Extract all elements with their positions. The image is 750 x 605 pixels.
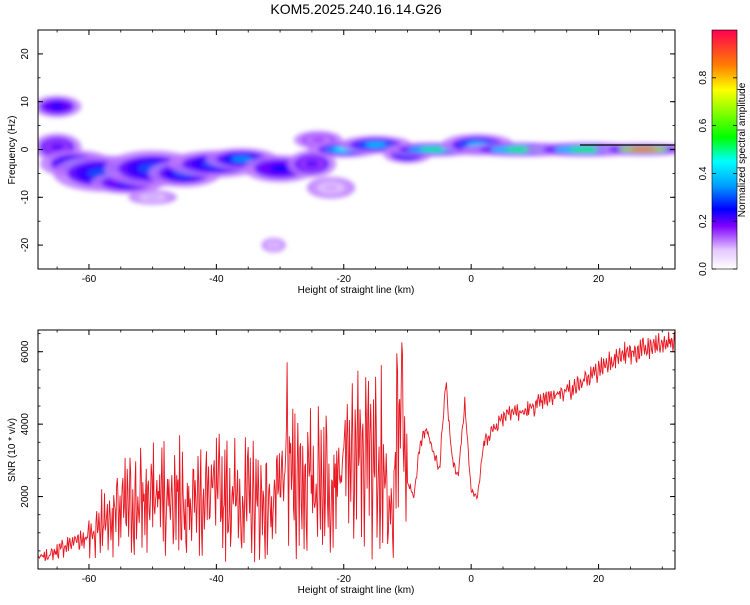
spectrogram-blob-level [269,164,291,173]
x-tick-label: -40 [209,574,224,585]
spectrogram-blob-level [629,147,658,152]
spectrogram-blob-level [50,103,65,110]
spectrogram-x-ticks: -60 -40 -20 0 20 [56,30,663,285]
snr-background [38,330,675,569]
spectrogram-blob-level [231,155,253,163]
spectrogram-x-label: Height of straight line (km) [298,285,415,296]
x-tick-label: 20 [593,274,605,285]
colorbar-tick-label: 0.4 [698,166,709,180]
y-tick-label: -20 [20,237,31,252]
spectrogram-y-ticks: -20 -10 0 10 20 [20,29,675,270]
colorbar-tick-label: 0.2 [698,214,709,228]
x-tick-label: -20 [337,574,352,585]
snr-frame [37,329,676,570]
snr-y-label: SNR (10 * v/v) [7,418,18,482]
colorbar-tick-label: 0.8 [698,70,709,84]
x-tick-label: -60 [82,274,97,285]
spectrogram-blob [287,150,337,178]
spectrogram-blob-level [365,142,387,148]
y-tick-label: 20 [20,48,31,60]
y-tick-label: -10 [20,190,31,205]
colorbar-tick-label: 0.6 [698,118,709,132]
colorbar-ticks: 0.0 0.2 0.4 0.6 0.8 [698,70,737,276]
spectrogram-blob [38,95,82,118]
spectrogram-blob [261,237,286,253]
spectrogram-blob [594,143,675,156]
snr-y-ticks: 2000 4000 6000 [20,333,675,570]
spectrogram-blob-level [270,242,278,248]
y-tick-label: 4000 [20,413,31,436]
chart-title: KOM5.2025.240.16.14.G26 [270,1,441,17]
x-tick-label: -60 [82,574,97,585]
y-tick-label: 6000 [20,340,31,363]
spectrogram-blob-level [304,159,319,168]
spectrogram-panel: -60 -40 -20 0 20 -20 -10 0 10 20 Height of strai… [7,29,676,296]
colorbar: 0.0 0.2 0.4 0.6 0.8 Normalized spectral ampl… [698,29,748,276]
spectrogram-blob-level [50,143,65,152]
spectrogram-y-label: Frequency (Hz) [7,116,18,185]
spectrogram-blob [306,176,356,199]
x-tick-label: 0 [468,274,474,285]
x-tick-label: 20 [593,574,605,585]
snr-series-line [38,331,675,563]
colorbar-tick-label: 0.0 [698,262,709,276]
snr-x-label: Height of straight line (km) [298,585,415,596]
spectrogram-blob-level [568,147,604,152]
spectrogram-blob [128,190,177,205]
y-tick-label: 2000 [20,485,31,508]
spectrogram-blob-level [311,137,326,143]
spectrogram-blobs [38,95,675,253]
y-tick-label: 0 [20,146,31,152]
x-tick-label: -20 [337,274,352,285]
colorbar-frame [711,29,738,270]
snr-panel: -60 -40 -20 0 20 2000 4000 6000 Height of stra… [7,329,676,596]
y-tick-label: 10 [20,96,31,108]
spectrogram-blob-level [418,147,447,152]
colorbar-label: Normalized spectral amplitude [737,82,748,217]
x-tick-label: -40 [209,274,224,285]
x-tick-label: 0 [468,574,474,585]
snr-x-ticks: -60 -40 -20 0 20 [56,330,663,585]
spectrogram-blob-level [145,195,160,200]
colorbar-gradient [712,30,737,269]
spectrogram-blob-level [324,184,339,191]
